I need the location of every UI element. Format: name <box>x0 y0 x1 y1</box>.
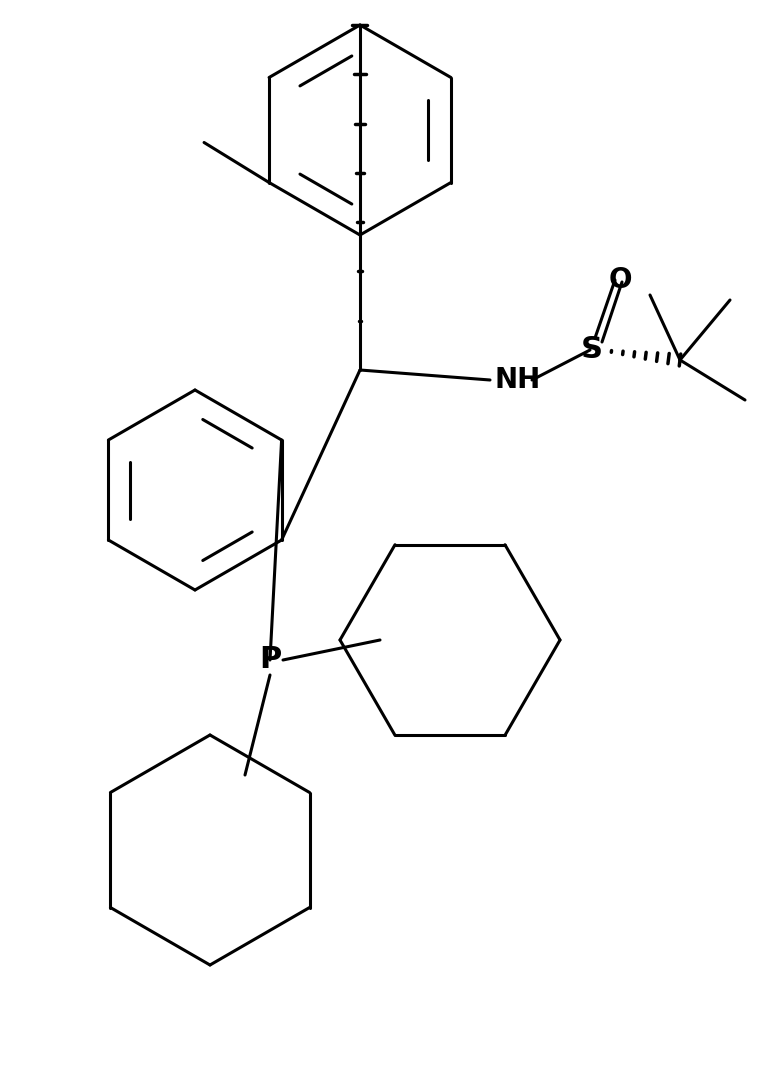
Text: P: P <box>259 646 281 674</box>
Text: NH: NH <box>495 366 541 394</box>
Text: O: O <box>608 266 632 294</box>
Text: S: S <box>581 335 603 365</box>
